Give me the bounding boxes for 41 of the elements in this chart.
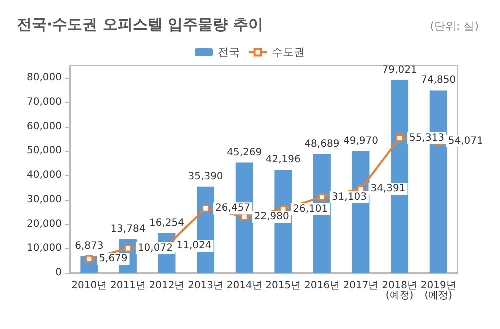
- x-tick-label: 2014년: [226, 280, 262, 292]
- data-label: 79,021: [382, 65, 418, 76]
- chart-title: 전국·수도권 오피스텔 입주물량 추이: [17, 16, 264, 34]
- x-tick-label: 2016년: [304, 280, 340, 292]
- data-label: 49,970: [344, 136, 378, 147]
- y-tick-label: 30,000: [27, 194, 62, 206]
- data-label: 11,024: [176, 240, 212, 252]
- legend-label: 전국: [218, 46, 240, 59]
- data-label: 31,103: [332, 192, 367, 203]
- data-label: 34,391: [370, 184, 406, 195]
- data-label: 5,679: [99, 254, 128, 265]
- y-tick-label: 40,000: [27, 170, 62, 182]
- y-tick-label: 10,000: [27, 243, 62, 254]
- data-label: 42,196: [266, 154, 301, 166]
- x-tick-label: 2019년 (예정): [420, 280, 456, 302]
- y-tick-label: 80,000: [27, 72, 62, 84]
- x-tick-label: 2018년 (예정): [382, 280, 418, 302]
- data-label: 13,784: [110, 224, 146, 235]
- x-tick-label: 2012년: [149, 280, 185, 292]
- data-label: 6,873: [75, 240, 104, 252]
- data-label: 45,269: [227, 147, 262, 158]
- legend-label: 수도권: [272, 46, 305, 59]
- data-label: 35,390: [188, 171, 224, 182]
- y-tick-label: 70,000: [27, 97, 62, 108]
- x-tick-label: 2013년: [188, 280, 224, 292]
- data-label: 54,071: [448, 136, 484, 147]
- x-tick-label: 2015년: [266, 280, 302, 292]
- x-tick-label: 2010년: [72, 280, 108, 292]
- data-label: 26,101: [293, 204, 328, 215]
- data-label: 74,850: [421, 75, 456, 86]
- x-tick-label: 2017년: [343, 280, 379, 292]
- y-tick-label: 50,000: [27, 146, 62, 157]
- x-tick-label: 2011년: [110, 280, 146, 292]
- y-tick-label: 60,000: [27, 121, 62, 132]
- data-label: 16,254: [150, 218, 184, 229]
- y-tick-label: 20,000: [27, 218, 62, 230]
- data-label: 26,457: [216, 203, 251, 214]
- y-tick-label: 0: [56, 268, 62, 278]
- data-label: 22,980: [254, 212, 290, 223]
- data-label: 48,689: [304, 138, 340, 150]
- text: (단위: 실): [430, 20, 480, 33]
